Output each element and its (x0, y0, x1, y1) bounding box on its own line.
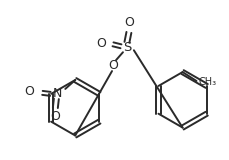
Text: CH₃: CH₃ (199, 77, 217, 87)
Text: O: O (124, 16, 134, 29)
Text: O: O (50, 110, 60, 123)
Text: S: S (123, 41, 131, 54)
Text: O: O (108, 59, 118, 72)
Text: O: O (96, 37, 106, 50)
Text: O: O (25, 85, 34, 98)
Text: N: N (53, 87, 62, 100)
